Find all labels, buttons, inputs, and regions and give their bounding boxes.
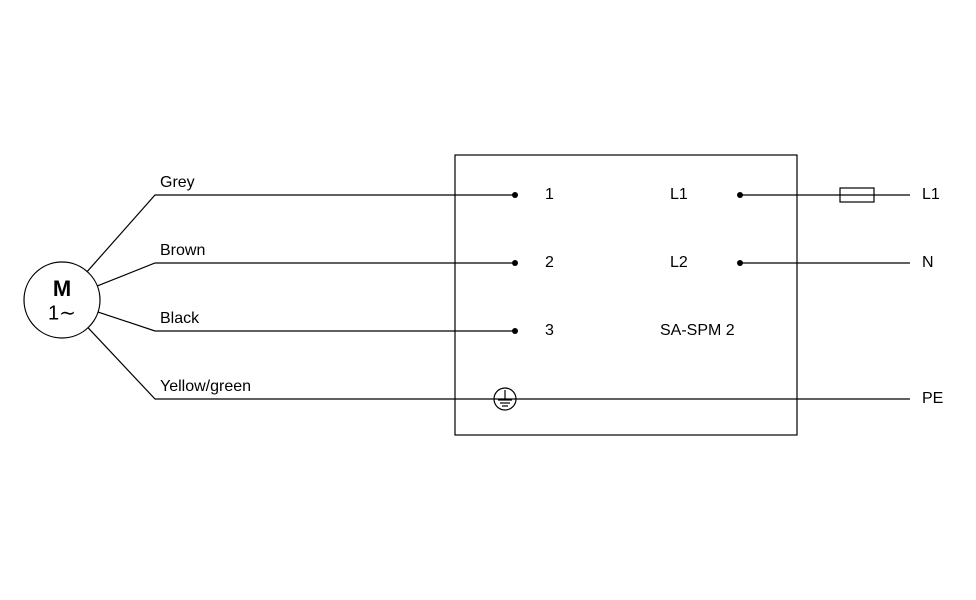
output-pe-label: PE (922, 390, 943, 407)
wire-label-brown: Brown (160, 242, 205, 259)
wire-label-grey: Grey (160, 174, 195, 191)
motor-label-m: M (53, 276, 71, 301)
output-n-label: N (922, 254, 934, 271)
wire-label-black: Black (160, 310, 200, 327)
terminal-1-label: 1 (545, 186, 554, 203)
wire-label-yg: Yellow/green (160, 378, 251, 395)
terminal-3-label: 3 (545, 322, 554, 339)
controller-box (455, 155, 797, 435)
terminal-l1-label: L1 (670, 186, 688, 203)
wiring-diagram: M 1∼ Grey Brown Black Yellow/green 1 2 3… (0, 0, 976, 600)
terminal-3-dot (512, 328, 518, 334)
terminal-2-label: 2 (545, 254, 554, 271)
fuse-icon (840, 188, 874, 202)
motor-label-phase: 1∼ (48, 302, 76, 324)
output-l1-label: L1 (922, 186, 940, 203)
terminal-l2-label: L2 (670, 254, 688, 271)
box-label: SA-SPM 2 (660, 322, 735, 339)
terminal-2-dot (512, 260, 518, 266)
wire-grey (87, 195, 515, 272)
wire-brown (97, 263, 515, 286)
terminal-1-dot (512, 192, 518, 198)
